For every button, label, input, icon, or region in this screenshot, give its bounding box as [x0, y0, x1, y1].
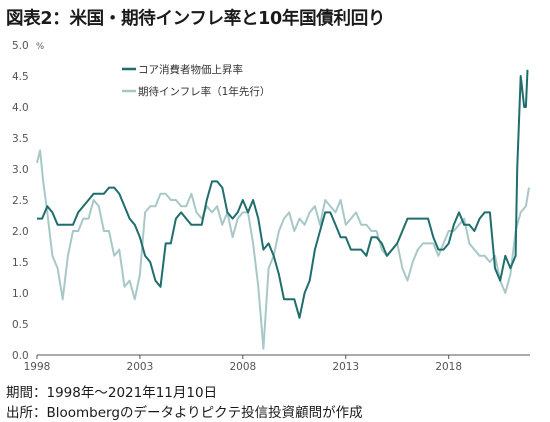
y-tick-label: 0.5: [12, 319, 29, 331]
legend-label: 期待インフレ率（1年先行）: [138, 85, 270, 98]
y-axis: 0.0 0.5 1.0 1.5 2.0 2.5 3.0 3.5 4.0 4.5 5.0%: [12, 40, 44, 362]
x-tick-label: 2003: [127, 361, 154, 373]
y-tick-label: 5.0: [12, 40, 29, 52]
y-tick-label: 3.0: [12, 164, 29, 176]
y-tick-label: 2.0: [12, 226, 29, 238]
y-tick-label: 2.5: [12, 195, 29, 207]
x-tick-label: 1998: [24, 361, 51, 373]
legend-label: コア消費者物価上昇率: [138, 63, 243, 76]
series-line-core-cpi: [37, 69, 529, 319]
y-tick-label: 3.5: [12, 133, 29, 145]
y-tick-label: 4.5: [12, 71, 29, 83]
y-tick-label: 1.5: [12, 257, 29, 269]
x-tick-label: 2013: [332, 361, 359, 373]
x-axis: 1998 2003 2008 2013 2018: [24, 354, 530, 373]
y-unit-label: %: [36, 42, 44, 52]
series-line-breakeven: [36, 149, 530, 350]
y-tick-label: 0.0: [12, 350, 29, 362]
source-note: 出所：Bloombergのデータよりピクテ投信投資顧問が作成: [6, 405, 363, 421]
y-tick-label: 1.0: [12, 288, 29, 300]
x-tick-label: 2008: [229, 361, 256, 373]
chart-title: 図表2：米国・期待インフレ率と10年国債利回り: [6, 9, 386, 29]
period-note: 期間：1998年～2021年11月10日: [6, 385, 218, 401]
y-tick-label: 4.0: [12, 102, 29, 114]
x-tick-label: 2018: [435, 361, 462, 373]
series-group: [36, 69, 530, 350]
